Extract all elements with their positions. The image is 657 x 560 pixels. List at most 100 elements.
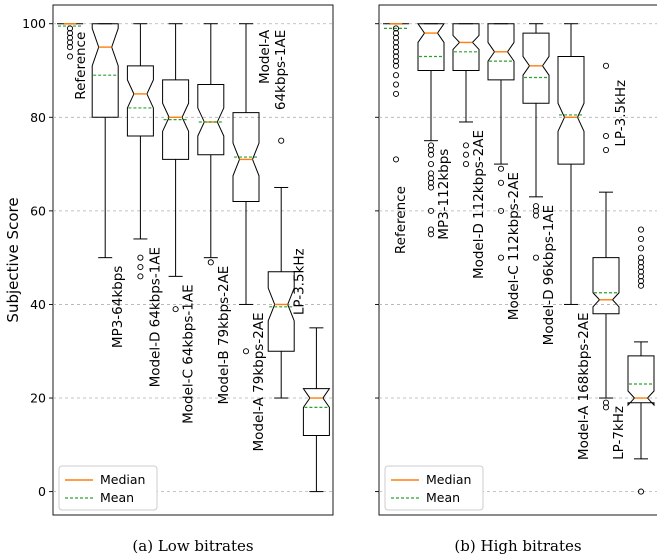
box-body xyxy=(302,388,331,436)
box-7 xyxy=(592,62,620,411)
grid-lines xyxy=(53,23,333,493)
outlier-point xyxy=(637,268,645,275)
outlier-point xyxy=(207,259,214,266)
box-body xyxy=(627,355,655,407)
box-5 xyxy=(522,23,550,261)
outlier-point xyxy=(392,156,400,163)
outlier-point xyxy=(392,39,400,46)
box-series xyxy=(383,23,655,495)
outlier-point xyxy=(497,165,505,172)
box-8 xyxy=(627,226,655,495)
outlier-point xyxy=(637,259,645,266)
outlier-point xyxy=(427,142,435,149)
caption-a: (a) Low bitrates xyxy=(132,537,253,555)
outlier-point xyxy=(427,161,435,168)
category-labels: Reference MP3-64kbps Model-D 64kbps-1AE Mod… xyxy=(73,29,307,452)
outlier-point xyxy=(427,151,435,158)
outlier-point xyxy=(637,254,645,261)
legend-frame xyxy=(384,465,484,511)
outlier-point xyxy=(462,142,470,149)
outlier-point xyxy=(137,263,144,271)
box-body xyxy=(487,23,515,81)
box-2 xyxy=(417,23,445,238)
legend-mean-label: Mean xyxy=(426,490,460,505)
panel-low-bitrates: Subjective Score 0 20 40 60 80 100 Reference M… xyxy=(4,4,334,555)
category-label: Model-A 168kbps-2AE xyxy=(576,312,592,460)
legend-frame xyxy=(58,465,158,511)
box-1 xyxy=(383,23,409,163)
outlier-point xyxy=(427,226,435,233)
box-body xyxy=(91,23,119,118)
category-label: Model-A xyxy=(257,29,273,84)
outlier-point xyxy=(532,212,540,219)
box-3 xyxy=(452,23,480,168)
outlier-point xyxy=(392,48,400,55)
legend-mean-label: Mean xyxy=(100,490,134,505)
box-6 xyxy=(557,23,585,305)
outlier-point xyxy=(242,348,250,355)
outlier-point xyxy=(392,53,400,60)
category-label: Model-D 112kbps-2AE xyxy=(471,130,487,279)
outlier-point xyxy=(392,44,400,51)
outlier-point xyxy=(637,226,645,233)
category-label: Model-C 64kbps-1AE xyxy=(181,284,197,424)
y-tick-label: 40 xyxy=(30,297,46,312)
box-body xyxy=(126,65,154,137)
outlier-point xyxy=(602,62,610,69)
outlier-point xyxy=(637,282,645,289)
grid-lines xyxy=(379,23,657,493)
box-body xyxy=(197,84,225,156)
box-body xyxy=(452,23,480,72)
category-label: Reference xyxy=(73,32,89,100)
outlier-point xyxy=(637,263,645,271)
outlier-point xyxy=(392,81,400,88)
outlier-point xyxy=(392,90,400,97)
category-label: Model-D 96kbps-1AE xyxy=(541,205,557,345)
box-3 xyxy=(126,23,154,280)
outlier-point xyxy=(427,175,435,182)
box-body xyxy=(417,23,445,72)
outlier-point xyxy=(497,254,505,261)
outlier-point xyxy=(278,137,285,144)
y-ticks: 0 20 40 60 80 100 xyxy=(22,16,53,499)
outlier-point xyxy=(532,203,540,210)
outlier-point xyxy=(172,306,179,313)
outlier-point xyxy=(637,245,645,252)
box-body xyxy=(232,112,260,203)
outlier-point xyxy=(427,231,435,238)
y-tick-label: 100 xyxy=(22,16,46,31)
outlier-point xyxy=(66,44,74,51)
y-tick-label: 0 xyxy=(38,484,46,499)
legend: Median Mean xyxy=(384,465,484,511)
outlier-point xyxy=(66,34,74,41)
caption-b: (b) High bitrates xyxy=(454,537,581,555)
outlier-point xyxy=(427,207,435,214)
outlier-point xyxy=(462,151,470,158)
box-8 xyxy=(302,327,331,493)
box-5 xyxy=(197,23,225,266)
outlier-point xyxy=(137,254,144,261)
outlier-point xyxy=(66,25,74,32)
outlier-point xyxy=(602,404,610,411)
box-body xyxy=(162,79,190,160)
outlier-point xyxy=(427,184,435,191)
legend-median-label: Median xyxy=(426,472,471,487)
box-6 xyxy=(232,23,260,355)
category-label: LP-7kHz xyxy=(611,406,627,460)
y-axis-label: Subjective Score xyxy=(4,197,22,322)
outlier-point xyxy=(427,179,435,186)
outlier-point xyxy=(462,161,470,168)
category-labels: Reference MP3-112kbps Model-D 112kbps-2AE M… xyxy=(393,80,629,460)
plot-frame xyxy=(378,4,657,516)
box-1 xyxy=(57,23,83,60)
box-7 xyxy=(267,137,295,399)
box-4 xyxy=(162,23,190,313)
box-body xyxy=(557,55,585,165)
outlier-point xyxy=(66,30,74,37)
panel-high-bitrates: Reference MP3-112kbps Model-D 112kbps-2AE M… xyxy=(375,4,657,555)
outlier-point xyxy=(427,170,435,177)
box-body xyxy=(522,32,550,104)
outlier-point xyxy=(392,62,400,69)
category-label: Model-A 79kbps-2AE xyxy=(251,312,267,451)
outlier-point xyxy=(637,278,645,285)
